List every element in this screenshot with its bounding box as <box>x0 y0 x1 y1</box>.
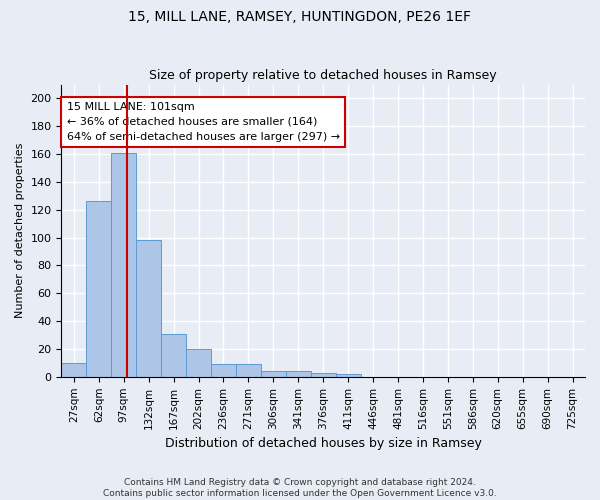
Bar <box>186 349 211 377</box>
Bar <box>261 372 286 377</box>
Bar <box>86 202 111 377</box>
Text: 15 MILL LANE: 101sqm
← 36% of detached houses are smaller (164)
64% of semi-deta: 15 MILL LANE: 101sqm ← 36% of detached h… <box>67 102 340 142</box>
Bar <box>236 364 261 377</box>
Bar <box>111 153 136 377</box>
Bar <box>211 364 236 377</box>
Bar <box>161 334 186 377</box>
Bar <box>286 372 311 377</box>
Bar <box>61 363 86 377</box>
Bar <box>136 240 161 377</box>
Text: Contains HM Land Registry data © Crown copyright and database right 2024.
Contai: Contains HM Land Registry data © Crown c… <box>103 478 497 498</box>
Bar <box>311 372 335 377</box>
Title: Size of property relative to detached houses in Ramsey: Size of property relative to detached ho… <box>149 69 497 82</box>
Text: 15, MILL LANE, RAMSEY, HUNTINGDON, PE26 1EF: 15, MILL LANE, RAMSEY, HUNTINGDON, PE26 … <box>128 10 472 24</box>
Y-axis label: Number of detached properties: Number of detached properties <box>15 143 25 318</box>
Bar <box>335 374 361 377</box>
X-axis label: Distribution of detached houses by size in Ramsey: Distribution of detached houses by size … <box>165 437 482 450</box>
